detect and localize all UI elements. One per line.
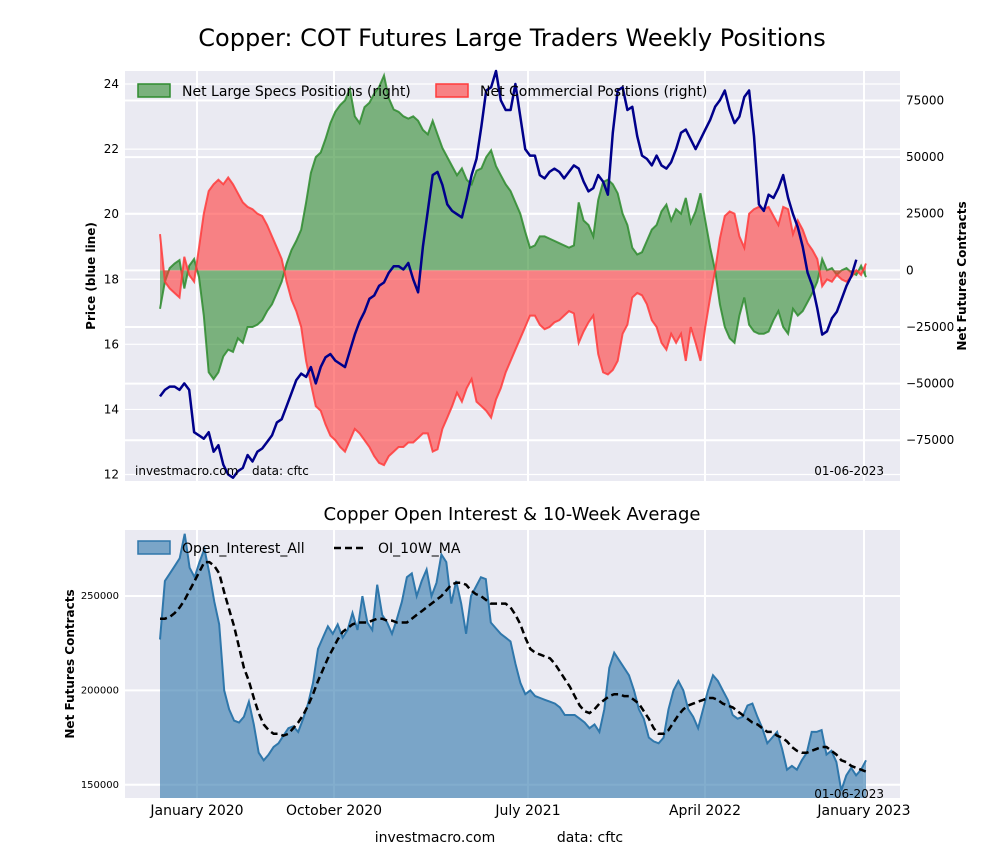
legend-swatch-oi	[137, 540, 171, 555]
bottom-y-tick-label: 250000	[81, 591, 119, 602]
top-right-tick-label: 75000	[906, 93, 944, 107]
top-left-axis-label: Price (blue line)	[84, 222, 98, 330]
open-interest-area	[160, 533, 866, 798]
bottom-y-axis-label: Net Futures Contracts	[63, 589, 77, 738]
top-left-tick-label: 12	[104, 467, 119, 481]
open-interest-line	[159, 533, 867, 791]
top-right-tick-label: 25000	[906, 207, 944, 221]
top-left-tick-label: 16	[104, 337, 119, 351]
bottom-panel: Copper Open Interest & 10-Week Average 1…	[63, 504, 911, 819]
top-left-tick-label: 22	[104, 142, 119, 156]
x-tick-label: April 2022	[669, 803, 741, 819]
top-price-line-group	[159, 69, 858, 479]
bottom-y-tick-label: 200000	[81, 685, 119, 696]
top-right-tick-label: −75000	[906, 433, 954, 447]
top-right-axis-label: Net Futures Contracts	[955, 201, 969, 350]
x-tick-label: January 2020	[149, 803, 243, 819]
top-date-label: 01-06-2023	[814, 464, 884, 478]
bottom-y-ticks: 150000 200000 250000	[81, 591, 119, 791]
footer-source: investmacro.com	[375, 830, 495, 846]
specs-area	[160, 75, 866, 380]
legend-swatch-specs	[137, 83, 171, 98]
top-right-ticks: −75000 −50000 −25000 0 25000 50000 75000	[906, 93, 954, 447]
bottom-y-tick-label: 150000	[81, 780, 119, 791]
legend-swatch-commercial	[435, 83, 469, 98]
top-left-tick-label: 18	[104, 272, 119, 286]
top-panel: 12 14 16 18 20 22 24 −75000 −50000 −25000 0 25000 5…	[84, 69, 969, 481]
top-fills	[159, 72, 867, 467]
top-legend: Net Large Specs Positions (right) Net Co…	[137, 83, 707, 100]
x-tick-label: October 2020	[286, 803, 382, 819]
top-data-label: data: cftc	[252, 464, 309, 478]
figure-title: Copper: COT Futures Large Traders Weekly…	[198, 24, 825, 52]
top-right-tick-label: 50000	[906, 150, 944, 164]
oi-10w-ma-line	[160, 560, 867, 773]
commercial-line	[159, 175, 867, 467]
top-left-ticks: 12 14 16 18 20 22 24	[104, 77, 119, 481]
top-right-tick-label: −25000	[906, 320, 954, 334]
x-tick-label: January 2023	[816, 803, 910, 819]
commercial-area	[160, 177, 866, 466]
top-left-tick-label: 14	[104, 402, 119, 416]
legend-label-oi: Open_Interest_All	[182, 541, 305, 557]
top-source-label: investmacro.com	[135, 464, 238, 478]
bottom-x-ticks: January 2020 October 2020 July 2021 April 2…	[149, 803, 910, 819]
top-left-tick-label: 24	[104, 77, 119, 91]
specs-line	[159, 72, 867, 381]
legend-label-specs: Net Large Specs Positions (right)	[182, 84, 411, 100]
x-tick-label: July 2021	[494, 803, 560, 819]
legend-label-ma: OI_10W_MA	[378, 541, 461, 557]
bottom-area-group	[159, 533, 867, 798]
bottom-date-label: 01-06-2023	[814, 787, 884, 801]
top-left-tick-label: 20	[104, 207, 119, 221]
price-line	[159, 69, 858, 479]
legend-label-commercial: Net Commercial Positions (right)	[480, 84, 707, 100]
footer-data: data: cftc	[557, 830, 623, 846]
top-right-tick-label: 0	[906, 263, 914, 277]
bottom-chart-title: Copper Open Interest & 10-Week Average	[324, 504, 701, 525]
top-right-tick-label: −50000	[906, 377, 954, 391]
bottom-legend: Open_Interest_All OI_10W_MA	[137, 540, 461, 557]
